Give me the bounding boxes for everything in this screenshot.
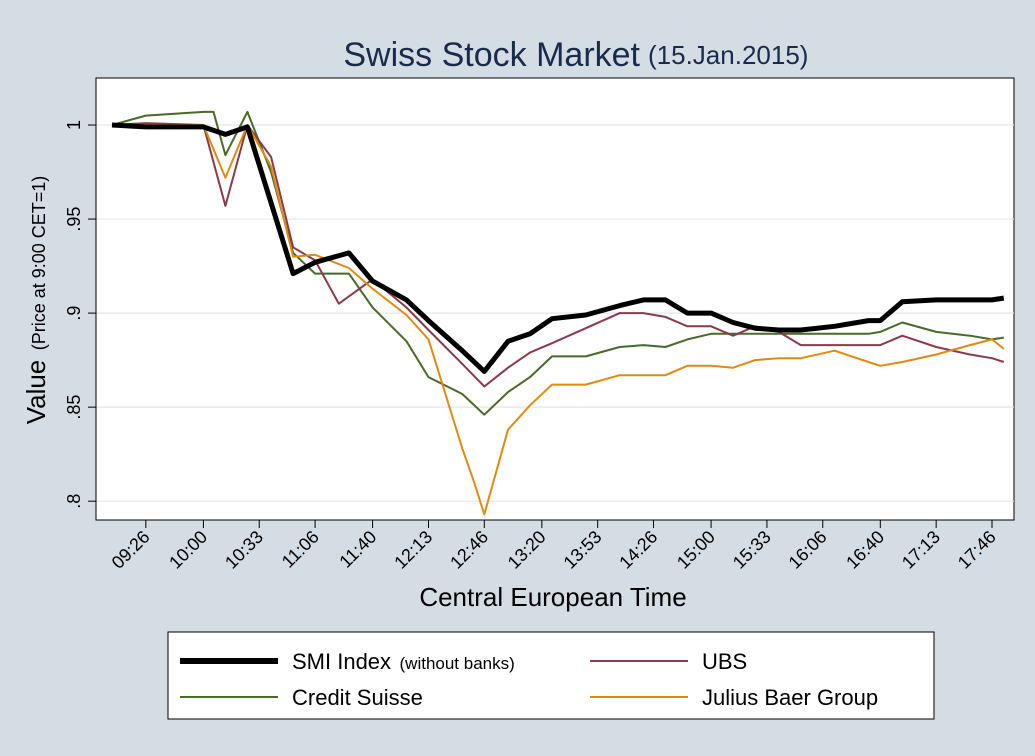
series-line-3 [112,124,1005,516]
x-axis: 09:26 10:00 10:33 11:06 11:40 12:13 12:46 13:20… [96,519,1014,573]
y-axis-title: Value [21,360,51,425]
legend-label-smi: SMI Index (without banks) [292,649,515,674]
legend-label-credit-suisse: Credit Suisse [292,685,423,710]
chart-subtitle: (15.Jan.2015) [648,40,808,70]
x-tick-label: 16:40 [842,527,888,573]
x-tick-label: 17:46 [954,527,1000,573]
y-tick-label: 1 [64,120,84,130]
series-line-1 [111,122,1005,388]
x-tick-label: 17:13 [898,527,944,573]
y-tick-label: .9 [64,306,84,321]
series-line-2 [111,110,1004,416]
x-axis-title: Central European Time [419,582,686,612]
series-lines [111,110,1005,516]
x-tick-label: 10:33 [221,527,267,573]
x-tick-label: 11:06 [278,527,323,572]
legend-label-ubs: UBS [702,649,747,674]
x-tick-label: 13:53 [560,527,606,573]
legend-box [167,631,935,720]
x-tick-label: 10:00 [165,527,211,573]
y-axis: .8 .85 .9 .95 1 [64,78,97,520]
y-axis-title-note: (Price at 9:00 CET=1) [29,176,49,351]
svg-text:Value (Price at 9:00 CET: Value (Price at 9:00 CET=1) [21,176,51,425]
legend-label-julius-baer: Julius Baer Group [702,685,878,710]
plot-area [95,77,1015,521]
x-tick-label: 12:13 [390,527,436,573]
x-tick-label: 11:40 [335,527,380,572]
y-tick-label: .8 [64,494,84,509]
x-tick-label: 16:06 [785,527,831,573]
x-tick-label: 09:26 [108,527,154,573]
chart-title: Swiss Stock Market [343,36,640,74]
x-tick-label: 12:46 [446,527,492,573]
series-line-0 [111,122,1005,374]
x-tick-label: 15:00 [673,527,719,573]
y-axis-title-group: Value (Price at 9:00 CET=1) [21,176,51,425]
x-tick-label: 15:33 [729,527,775,573]
x-tick-label: 14:26 [615,527,661,573]
x-tick-label: 13:20 [504,527,550,573]
y-tick-label: .85 [64,395,84,420]
y-tick-label: .95 [64,207,84,232]
